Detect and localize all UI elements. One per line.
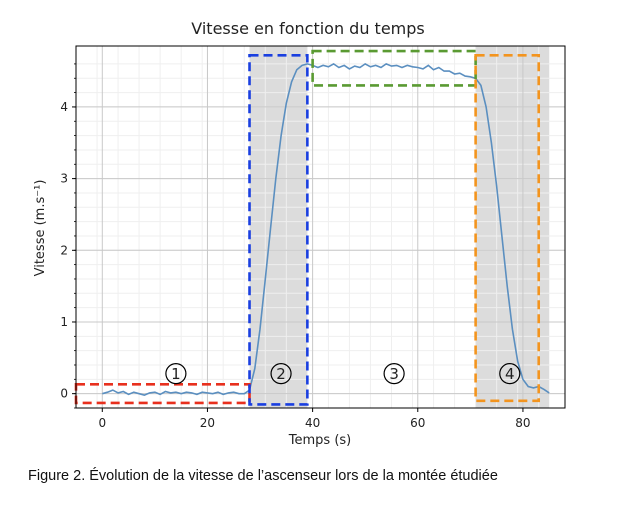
phase-box-4 (474, 54, 541, 403)
x-tick-label: 0 (98, 416, 106, 430)
phase-labels: 1 2 3 4 (165, 362, 521, 385)
y-tick-label: 4 (60, 100, 68, 114)
y-tick-label: 1 (60, 315, 68, 329)
x-tick-label: 80 (515, 416, 530, 430)
y-axis-label: Vitesse (m.s⁻¹) (33, 180, 48, 277)
y-tick-label: 3 (60, 172, 68, 186)
y-tick-label: 0 (60, 387, 68, 401)
figure-caption: Figure 2. Évolution de la vitesse de l’a… (28, 468, 498, 484)
phase-box-2 (248, 54, 309, 406)
phase-boxes (74, 49, 541, 406)
y-tick-label: 2 (60, 243, 68, 257)
phase-label-3: 3 (389, 365, 399, 383)
phase-label-2: 2 (276, 365, 286, 383)
phase-label-1: 1 (171, 365, 181, 383)
x-axis-label: Temps (s) (288, 433, 351, 448)
phase-label-4: 4 (505, 365, 515, 383)
phase-box-3 (311, 49, 477, 87)
y-axis-ticks: 0 1 2 3 4 (60, 63, 76, 409)
shaded-region (249, 46, 308, 408)
phase-marker-2 (270, 362, 292, 385)
shaded-regions (249, 46, 550, 408)
phase-marker-3 (383, 362, 405, 385)
phase-box-1 (74, 383, 251, 405)
x-tick-label: 40 (305, 416, 320, 430)
chart-title: Vitesse en fonction du temps (191, 19, 425, 38)
plot-frame (75, 45, 566, 409)
major-grid (76, 46, 565, 408)
x-tick-label: 20 (200, 416, 215, 430)
phase-marker-1 (165, 362, 187, 385)
x-tick-label: 60 (410, 416, 425, 430)
phase-marker-4 (499, 362, 521, 385)
x-axis-ticks: 0 20 40 60 80 (98, 408, 531, 430)
shaded-region (475, 46, 550, 408)
